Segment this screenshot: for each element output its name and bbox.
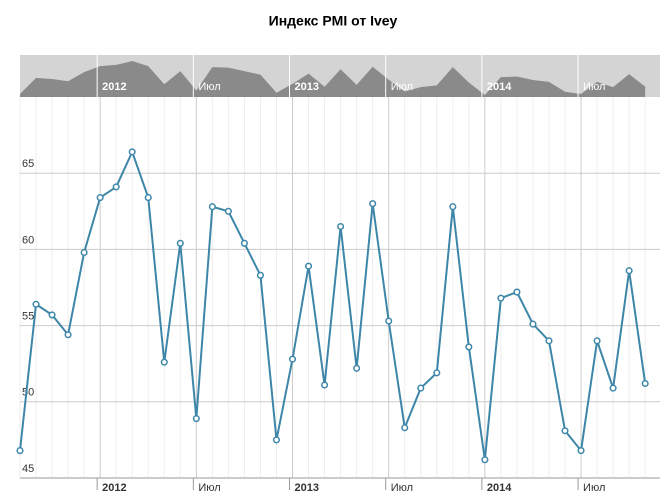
data-point xyxy=(160,358,168,366)
navigator-area xyxy=(20,61,646,97)
y-tick-label: 60 xyxy=(22,234,34,246)
data-point xyxy=(112,183,120,191)
series-line xyxy=(19,149,647,460)
navigator-label: 2013 xyxy=(295,81,319,93)
data-point xyxy=(513,288,521,296)
data-point xyxy=(176,239,184,247)
data-point xyxy=(417,384,425,392)
data-point xyxy=(449,203,457,211)
navigator-label: Июл xyxy=(391,81,413,93)
x-tick-label: Июл xyxy=(583,482,605,494)
data-point xyxy=(48,311,56,319)
data-point xyxy=(641,379,649,388)
data-point xyxy=(32,300,40,308)
y-tick-label: 45 xyxy=(22,463,34,475)
data-point xyxy=(433,369,441,377)
data-point xyxy=(593,337,601,345)
data-point xyxy=(240,239,248,247)
y-tick-label: 55 xyxy=(22,311,34,323)
data-point xyxy=(288,355,297,363)
data-point xyxy=(192,415,200,423)
navigator-label: 2012 xyxy=(102,81,126,93)
data-point xyxy=(545,337,553,345)
data-point xyxy=(208,203,216,211)
x-tick-label: 2013 xyxy=(295,482,319,494)
data-point xyxy=(144,194,152,202)
data-point xyxy=(80,248,88,256)
data-point xyxy=(321,381,329,389)
data-point xyxy=(337,222,345,231)
x-tick-label: 2014 xyxy=(487,482,512,494)
navigator-label: Июл xyxy=(583,81,605,93)
x-tick-label: 2012 xyxy=(102,482,126,494)
data-point xyxy=(256,271,265,279)
navigator-label: Июл xyxy=(198,81,220,93)
data-point xyxy=(272,436,281,444)
data-point xyxy=(529,320,537,328)
data-point xyxy=(224,207,232,215)
data-point xyxy=(497,294,505,302)
data-point xyxy=(304,262,313,270)
data-point xyxy=(465,343,473,351)
y-tick-label: 65 xyxy=(22,158,34,170)
data-point xyxy=(353,364,361,372)
navigator-label: 2014 xyxy=(487,81,512,93)
data-point xyxy=(577,447,585,455)
data-point xyxy=(385,317,393,325)
data-point xyxy=(609,384,617,392)
x-tick-label: Июл xyxy=(198,482,220,494)
chart-title: Индекс PMI от Ivey xyxy=(269,13,398,29)
x-tick-label: Июл xyxy=(391,482,413,494)
data-point xyxy=(625,267,633,275)
data-point xyxy=(481,456,489,464)
data-point xyxy=(128,148,136,156)
y-tick-label: 50 xyxy=(22,387,34,399)
data-point xyxy=(16,447,24,455)
data-point xyxy=(369,200,377,208)
data-point xyxy=(96,194,104,202)
data-point xyxy=(64,331,72,339)
data-point xyxy=(401,424,409,432)
data-point xyxy=(561,427,569,435)
